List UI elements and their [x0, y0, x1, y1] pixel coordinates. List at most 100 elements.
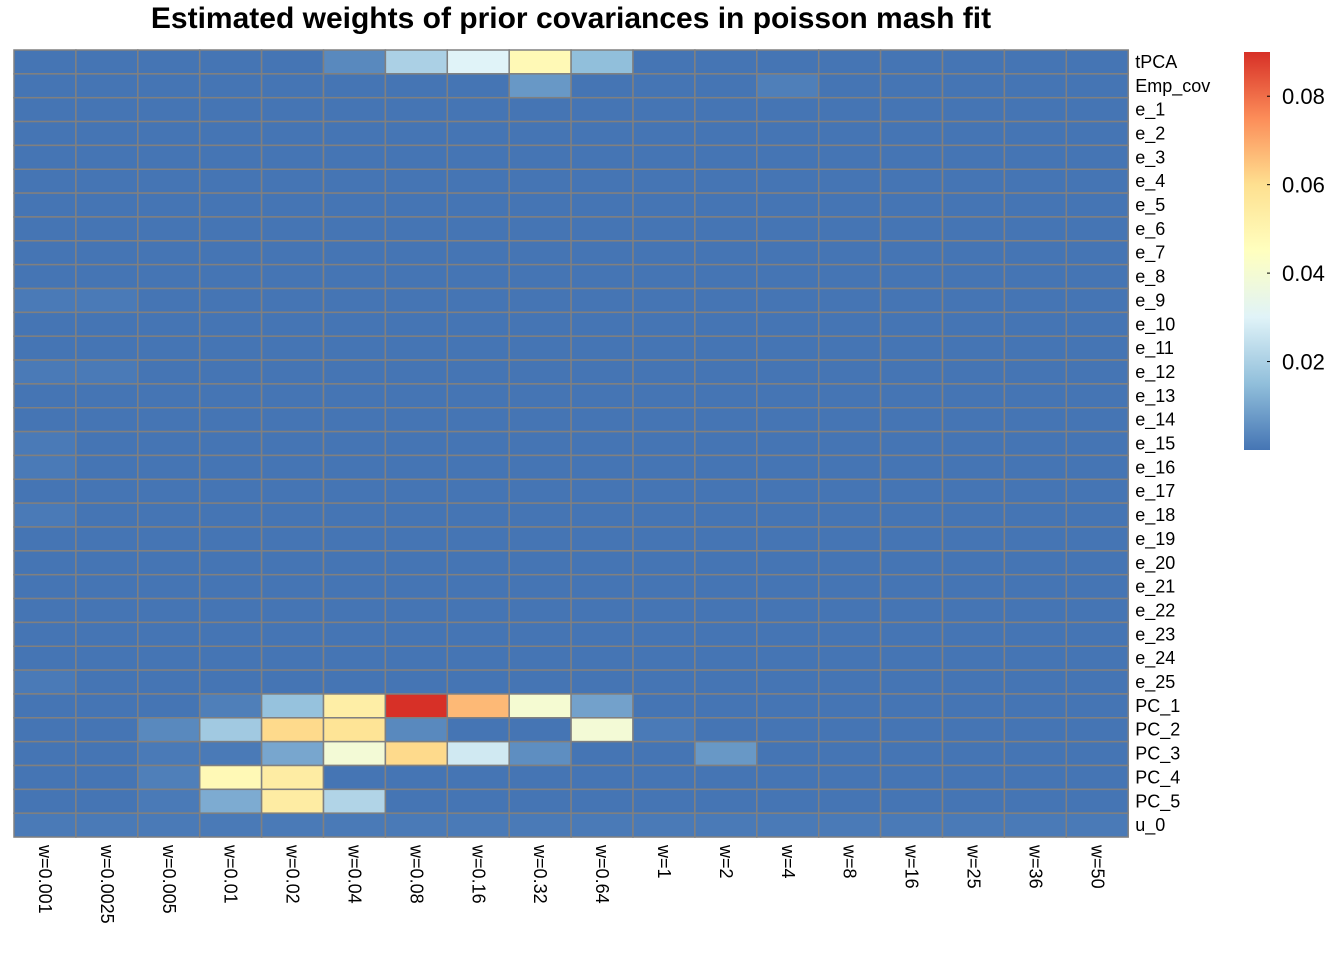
heatmap-cell: [198, 383, 263, 409]
heatmap-cell: [879, 407, 944, 433]
heatmap-cell: [75, 287, 139, 314]
heatmap-cell: [941, 788, 1006, 814]
heatmap-cell: [384, 359, 449, 385]
heatmap-cell: [198, 550, 263, 576]
heatmap-cell: [1003, 693, 1068, 719]
heatmap-cell: [756, 168, 820, 194]
heatmap-cell: [13, 311, 77, 337]
heatmap-cell: [75, 502, 139, 528]
heatmap-cell: [694, 645, 758, 671]
heatmap-cell: [879, 430, 944, 457]
heatmap-cell: [322, 764, 387, 791]
heatmap-cell: [817, 335, 882, 361]
heatmap-cell: [756, 407, 820, 433]
column-label: w=16: [902, 844, 922, 889]
heatmap-cell: [632, 693, 696, 719]
heatmap-cell: [198, 240, 263, 266]
heatmap-cell: [1065, 144, 1129, 170]
heatmap-cell: [570, 407, 634, 433]
row-label: e_4: [1135, 171, 1165, 192]
heatmap-cell: [879, 240, 944, 266]
heatmap-cell: [260, 478, 325, 504]
heatmap-cell: [570, 96, 634, 123]
row-label: e_16: [1135, 457, 1175, 478]
heatmap-cell: [941, 144, 1006, 170]
heatmap-cell: [632, 717, 696, 743]
heatmap-cell: [137, 359, 201, 385]
heatmap-cell: [137, 526, 201, 552]
heatmap-cell: [13, 335, 77, 361]
heatmap-cell: [632, 73, 696, 99]
heatmap-cell: [384, 693, 449, 719]
heatmap-cell: [756, 430, 820, 457]
heatmap-cell: [879, 812, 944, 838]
heatmap-cell: [1065, 693, 1129, 719]
heatmap-cell: [632, 216, 696, 242]
heatmap-cell: [508, 717, 572, 743]
heatmap-cell: [322, 693, 387, 719]
row-label: PC_4: [1135, 767, 1180, 788]
heatmap-cell: [756, 73, 820, 99]
column-label: w=0.01: [221, 844, 241, 904]
heatmap-cell: [198, 263, 263, 290]
heatmap-cell: [1003, 669, 1068, 695]
heatmap-cell: [384, 430, 449, 457]
heatmap-cell: [694, 740, 758, 767]
column-label: w=0.64: [592, 844, 612, 904]
heatmap-cell: [817, 430, 882, 457]
heatmap-cell: [75, 717, 139, 743]
heatmap-cell: [75, 573, 139, 600]
heatmap-cell: [632, 550, 696, 576]
heatmap-cell: [75, 788, 139, 814]
heatmap-cell: [508, 526, 572, 552]
heatmap-cell: [75, 430, 139, 457]
heatmap-cell: [13, 287, 77, 314]
heatmap-cell: [632, 454, 696, 481]
heatmap-cell: [694, 168, 758, 194]
heatmap-cell: [13, 645, 77, 671]
heatmap-cell: [879, 73, 944, 99]
heatmap-cell: [879, 335, 944, 361]
heatmap-cell: [817, 407, 882, 433]
heatmap-cell: [137, 645, 201, 671]
heatmap-cell: [1003, 597, 1068, 624]
heatmap-cell: [756, 454, 820, 481]
row-label: e_22: [1135, 600, 1175, 621]
heatmap-cell: [1065, 573, 1129, 600]
heatmap-cell: [13, 216, 77, 242]
heatmap-cell: [384, 263, 449, 290]
heatmap-cell: [322, 550, 387, 576]
heatmap-cell: [879, 669, 944, 695]
heatmap-cell: [817, 359, 882, 385]
heatmap-cell: [879, 287, 944, 314]
color-legend: 0.02 0.04 0.06 0.08: [1244, 52, 1325, 450]
heatmap-cell: [632, 96, 696, 123]
heatmap-cell: [1003, 144, 1068, 170]
heatmap-cell: [1003, 430, 1068, 457]
heatmap-cell: [756, 144, 820, 170]
row-label: e_21: [1135, 577, 1175, 598]
heatmap-cell: [632, 621, 696, 648]
heatmap-cell: [879, 693, 944, 719]
heatmap-cell: [694, 693, 758, 719]
heatmap-cell: [13, 717, 77, 743]
heatmap-cell: [632, 526, 696, 552]
heatmap-cell: [446, 263, 510, 290]
heatmap-cell: [446, 669, 510, 695]
heatmap-cell: [137, 430, 201, 457]
heatmap-cell: [384, 311, 449, 337]
heatmap-cell: [260, 168, 325, 194]
heatmap-cell: [260, 73, 325, 99]
row-label: e_19: [1135, 529, 1175, 550]
heatmap-cell: [1003, 645, 1068, 671]
heatmap-cell: [446, 621, 510, 648]
heatmap-cell: [508, 740, 572, 767]
heatmap-cell: [879, 764, 944, 791]
heatmap-cell: [322, 717, 387, 743]
heatmap-cell: [75, 478, 139, 504]
column-label: w=0.0025: [97, 844, 117, 924]
heatmap-cell: [632, 573, 696, 600]
heatmap-cell: [817, 383, 882, 409]
heatmap-cell: [13, 383, 77, 409]
heatmap-cell: [941, 454, 1006, 481]
